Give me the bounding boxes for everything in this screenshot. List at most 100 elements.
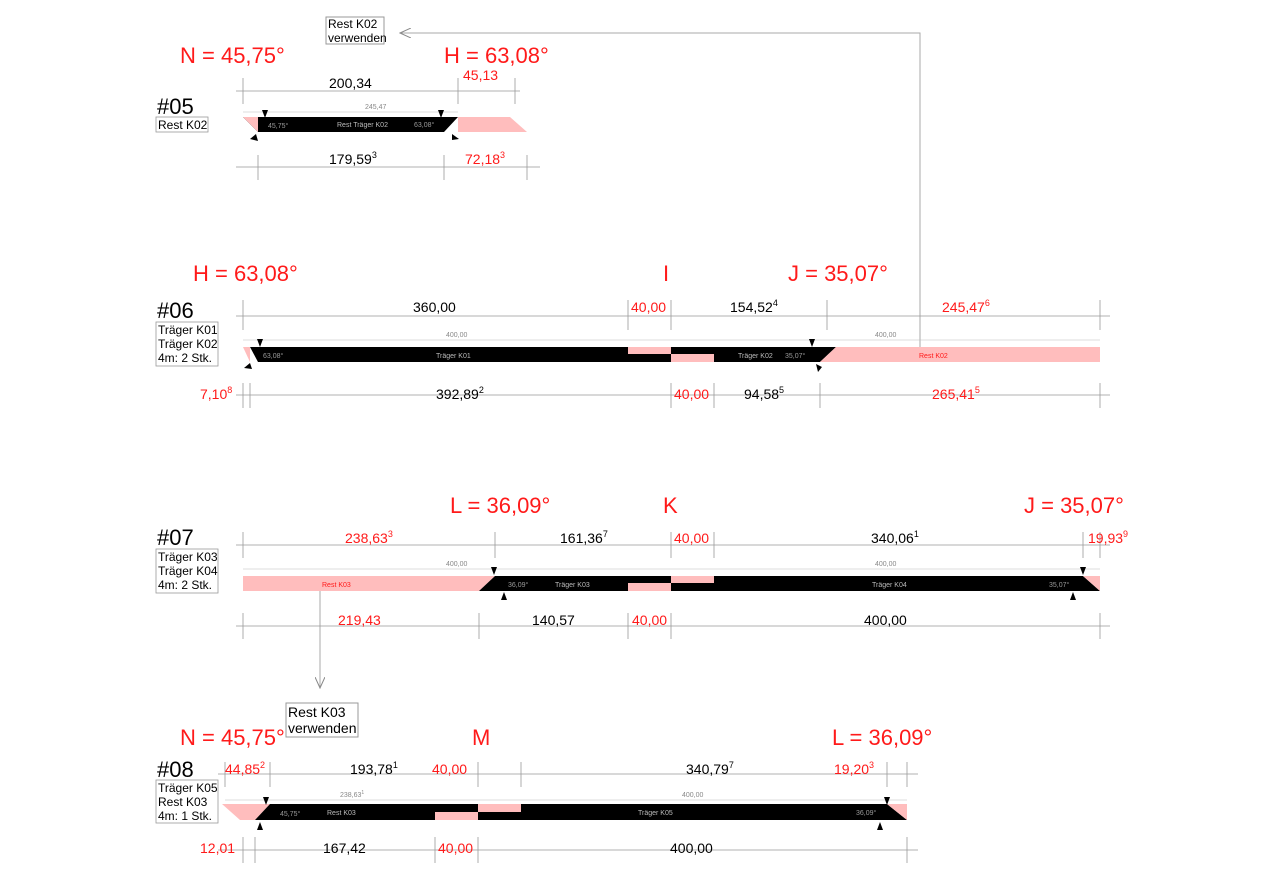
dim-top: 360,00 [413, 299, 456, 315]
angle-label-j: J = 35,07° [1024, 493, 1124, 518]
section-07: #07 Träger K03 Träger K04 4m: 2 Stk. L =… [155, 493, 1128, 639]
route-arrow-k02 [400, 33, 921, 350]
bar-length: 400,00 [682, 792, 704, 799]
note-k03-line2: verwenden [288, 720, 357, 736]
angle-label-h: H = 63,08° [193, 261, 298, 286]
member-label: Träger K03 [158, 550, 218, 564]
rest-piece-k02 [820, 347, 1100, 362]
note-k02-line1: Rest K02 [328, 17, 378, 31]
cut-angle-right: 63,08° [414, 121, 435, 129]
bar-length: 238,631 [340, 790, 364, 799]
dim-bottom-red: 7,108 [200, 385, 232, 402]
note-rest-k02: Rest K02 verwenden [325, 16, 387, 45]
dim-top: 154,524 [730, 298, 778, 315]
dim-top: 193,781 [350, 760, 398, 777]
dim-bottom: 140,57 [532, 612, 575, 628]
dim-bottom: 94,585 [744, 385, 784, 402]
angle-label-n: N = 45,75° [180, 725, 285, 750]
dim-top: 340,061 [871, 529, 919, 546]
dim-bottom-red: 40,00 [632, 612, 667, 628]
marker-k: K [663, 493, 678, 518]
dim-top-red: 45,13 [463, 67, 498, 83]
member-label: Träger K05 [158, 781, 218, 795]
note-rest-k03: Rest K03 verwenden [285, 702, 359, 738]
rest-piece-k03 [243, 576, 495, 591]
angle-label-l: L = 36,09° [832, 725, 932, 750]
cut-angle-right: 35,07° [1049, 581, 1070, 589]
member-label: Rest K03 [158, 795, 208, 809]
dim-top-red: 44,852 [225, 760, 265, 777]
bar-name: Träger K05 [638, 810, 673, 817]
bar-name: Rest K02 [919, 353, 948, 360]
bar-name: Träger K01 [436, 353, 471, 360]
bar-name: Träger K02 [738, 353, 773, 360]
bar-length: 400,00 [446, 561, 468, 568]
note-k03-line1: Rest K03 [288, 704, 346, 720]
dim-bottom-red: 40,00 [438, 840, 473, 856]
beam-rest-k02 [243, 117, 458, 132]
dim-bottom-red: 12,01 [200, 840, 235, 856]
bar-name: Träger K04 [872, 582, 907, 589]
dim-bottom: 179,593 [329, 150, 377, 167]
dim-top-red: 19,939 [1088, 529, 1128, 546]
angle-label-j: J = 35,07° [788, 261, 888, 286]
beam-rest-k03 [255, 804, 435, 820]
bar-name: Rest K03 [327, 810, 356, 817]
cut-angle-right: 36,09° [856, 809, 877, 817]
dim-bottom-red: 72,183 [465, 150, 505, 167]
dim-top-red: 40,00 [631, 299, 666, 315]
section-06: #06 Träger K01 Träger K02 4m: 2 Stk. H =… [155, 261, 1110, 408]
member-label: 4m: 2 Stk. [158, 578, 212, 592]
dim-top-red: 40,00 [432, 761, 467, 777]
section-number: #08 [157, 757, 194, 782]
bar-name: Träger K03 [555, 582, 590, 589]
marker-m: M [472, 725, 490, 750]
beam-traeger-k04 [671, 576, 1100, 591]
dim-bottom: 167,42 [323, 840, 366, 856]
bar-name: Rest Träger K02 [337, 122, 388, 129]
cut-angle-left: 45,75° [268, 122, 289, 130]
marker-i: I [663, 261, 669, 286]
member-label: Träger K02 [158, 337, 218, 351]
section-number: #07 [157, 525, 194, 550]
member-label: 4m: 1 Stk. [158, 809, 212, 823]
dim-top: 340,797 [686, 760, 734, 777]
cut-angle-left: 63,08° [263, 352, 284, 360]
angle-label-h: H = 63,08° [444, 43, 549, 68]
bar-length: 400,00 [875, 332, 897, 339]
dim-bottom-red: 40,00 [674, 386, 709, 402]
bar-length: 245,47 [365, 104, 387, 111]
cut-angle-left: 36,09° [508, 581, 529, 589]
dim-top: 161,367 [560, 529, 608, 546]
rest-piece [458, 117, 527, 132]
dim-top-red: 19,203 [834, 760, 874, 777]
member-label: 4m: 2 Stk. [158, 351, 212, 365]
dim-bottom-red: 265,415 [932, 385, 980, 402]
dim-top-red: 238,633 [345, 529, 393, 546]
angle-label-n: N = 45,75° [180, 43, 285, 68]
member-label: Träger K01 [158, 323, 218, 337]
member-label: Rest K02 [158, 118, 208, 132]
dim-top-red: 40,00 [674, 530, 709, 546]
dim-top-red: 245,476 [942, 298, 990, 315]
bar-length: 400,00 [875, 561, 897, 568]
note-k02-line2: verwenden [328, 31, 387, 45]
section-05: #05 Rest K02 N = 45,75° H = 63,08° 200,3… [155, 43, 549, 180]
member-label: Träger K04 [158, 564, 218, 578]
beam-traeger-k01 [250, 347, 628, 362]
beam-traeger-k03 [479, 576, 628, 591]
section-number: #06 [157, 298, 194, 323]
beam-traeger-k02 [714, 347, 836, 362]
bar-length: 400,00 [446, 332, 468, 339]
cut-angle-left: 45,75° [280, 810, 301, 818]
dim-bottom: 392,892 [436, 385, 484, 402]
dim-top: 200,34 [329, 75, 372, 91]
section-number: #05 [157, 94, 194, 119]
bar-name: Rest K03 [322, 582, 351, 589]
cut-angle-right: 35,07° [785, 352, 806, 360]
section-08: #08 Träger K05 Rest K03 4m: 1 Stk. N = 4… [155, 725, 932, 863]
dim-bottom: 400,00 [864, 612, 907, 628]
dim-bottom-red: 219,43 [338, 612, 381, 628]
angle-label-l: L = 36,09° [450, 493, 550, 518]
